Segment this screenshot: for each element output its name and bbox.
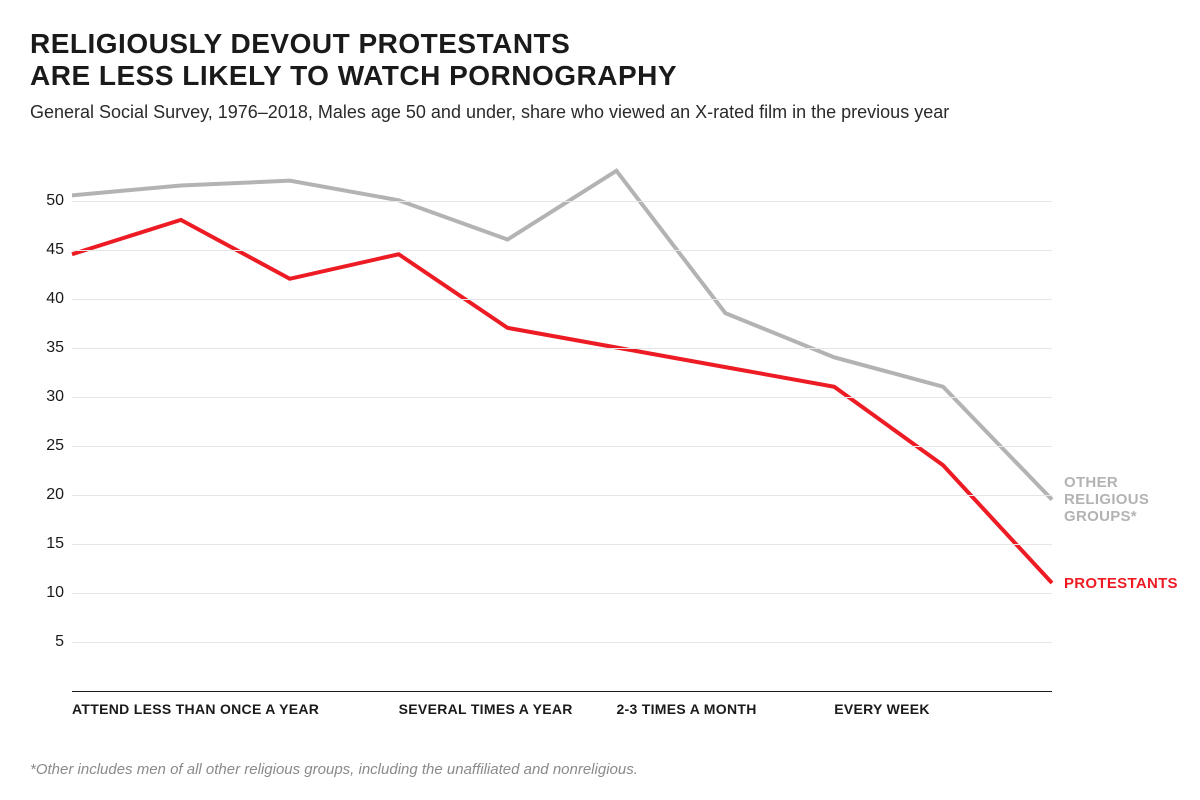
title-line-1: RELIGIOUSLY DEVOUT PROTESTANTS bbox=[30, 28, 570, 59]
y-tick-label: 40 bbox=[46, 290, 72, 308]
y-tick-label: 30 bbox=[46, 388, 72, 406]
gridline bbox=[72, 593, 1052, 594]
y-tick-label: 20 bbox=[46, 486, 72, 504]
gridline bbox=[72, 348, 1052, 349]
gridline bbox=[72, 495, 1052, 496]
series-other bbox=[72, 171, 1052, 500]
series-label-other: OTHERRELIGIOUSGROUPS* bbox=[1064, 474, 1149, 526]
y-tick-label: 5 bbox=[55, 633, 72, 651]
x-tick-label: SEVERAL TIMES A YEAR bbox=[399, 691, 573, 717]
gridline bbox=[72, 642, 1052, 643]
y-tick-label: 10 bbox=[46, 584, 72, 602]
x-tick-label: 2-3 TIMES A MONTH bbox=[616, 691, 756, 717]
y-tick-label: 35 bbox=[46, 339, 72, 357]
chart-footnote: *Other includes men of all other religio… bbox=[30, 761, 638, 778]
gridline bbox=[72, 446, 1052, 447]
line-chart: 5 10 15 20 25 30 35 40 45 50 ATTEND LESS THAN ONCE… bbox=[30, 161, 1170, 751]
gridline bbox=[72, 397, 1052, 398]
gridline bbox=[72, 201, 1052, 202]
y-tick-label: 45 bbox=[46, 241, 72, 259]
chart-subtitle: General Social Survey, 1976–2018, Males … bbox=[30, 102, 1170, 123]
plot-area: 5101520253035404550ATTEND LESS THAN ONCE… bbox=[72, 161, 1052, 691]
gridline bbox=[72, 250, 1052, 251]
series-label-protestants: PROTESTANTS bbox=[1064, 575, 1178, 592]
title-line-2: ARE LESS LIKELY TO WATCH PORNOGRAPHY bbox=[30, 60, 677, 91]
y-tick-label: 25 bbox=[46, 437, 72, 455]
chart-title: RELIGIOUSLY DEVOUT PROTESTANTS ARE LESS … bbox=[30, 28, 1170, 92]
series-protestants bbox=[72, 220, 1052, 583]
gridline bbox=[72, 299, 1052, 300]
gridline bbox=[72, 544, 1052, 545]
x-tick-label: EVERY WEEK bbox=[834, 691, 930, 717]
series-lines bbox=[72, 161, 1052, 691]
y-tick-label: 50 bbox=[46, 192, 72, 210]
y-tick-label: 15 bbox=[46, 535, 72, 553]
x-tick-label: ATTEND LESS THAN ONCE A YEAR bbox=[72, 691, 319, 717]
